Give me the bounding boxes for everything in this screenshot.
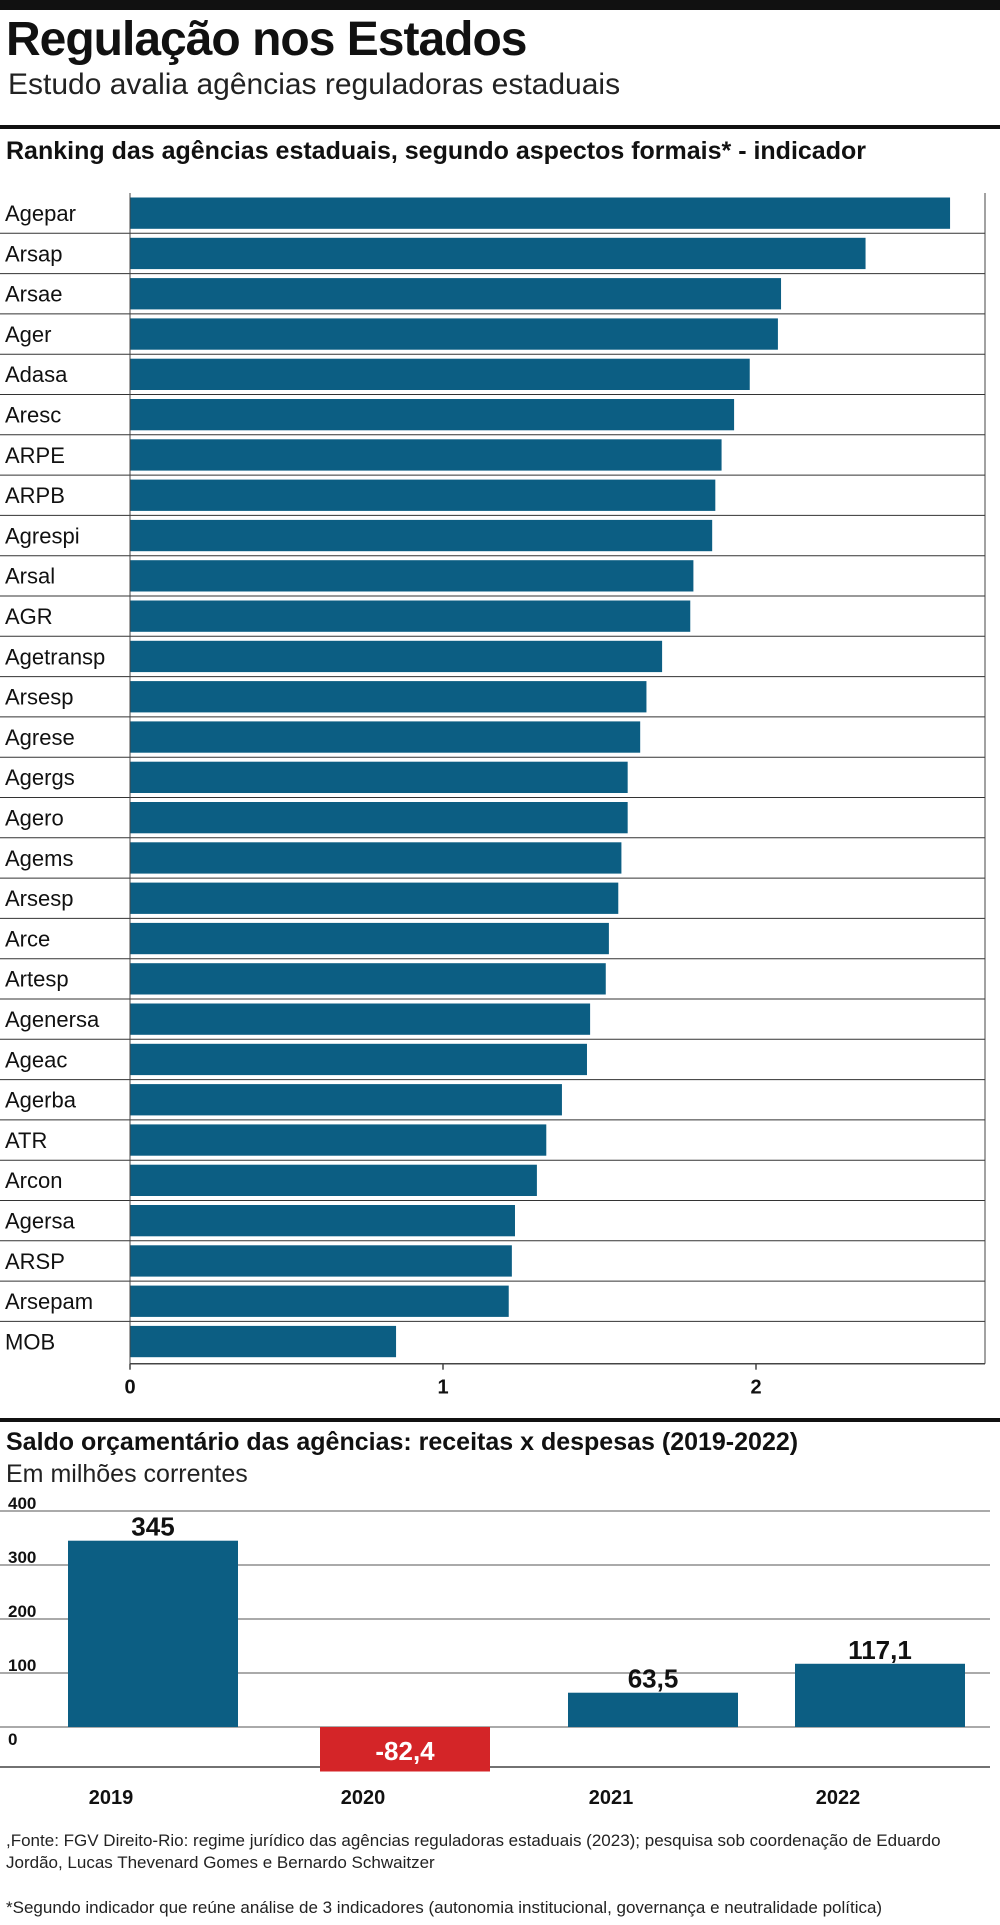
category-label: Agergs [5,765,75,790]
budget-chart: 400 300 200 100 0 345 2019 -82,4 2020 63,5 2021 117… [0,1495,990,1809]
bar [130,318,778,350]
x-category-label: 2020 [341,1787,386,1809]
bar [130,399,735,431]
bar [130,640,663,673]
value-label: 63,5 [628,1664,679,1694]
bar [130,560,694,592]
value-label: 117,1 [848,1635,912,1665]
category-label: Arsepam [5,1289,93,1314]
bar [130,479,716,511]
y-tick-label: 200 [8,1602,36,1621]
bar [130,358,750,390]
category-label: ARPB [5,483,65,508]
value-label: -82,4 [375,1736,435,1766]
category-label: Aresc [5,403,61,428]
category-label: Ageac [5,1047,67,1072]
x-category-label: 2021 [589,1787,634,1809]
bar [130,681,647,713]
bar [130,1325,397,1358]
y-tick-label: 100 [8,1656,36,1675]
value-label: 345 [131,1512,174,1542]
category-label: Arsal [5,564,55,589]
bar [130,1084,562,1116]
x-tick-label: 0 [124,1377,135,1399]
bar [795,1663,965,1727]
bar [130,963,606,995]
category-label: Arce [5,926,50,951]
category-label: Arsap [5,241,62,266]
y-tick-label: 300 [8,1548,36,1567]
category-label: Agenersa [5,1007,100,1032]
category-label: Agems [5,846,73,871]
bar [130,1043,587,1076]
category-label: AGR [5,604,53,629]
bar [568,1692,738,1727]
bar [130,278,782,310]
x-tick-label: 2 [750,1377,761,1399]
bar [130,197,951,229]
budget-chart-title: Saldo orçamentário das agências: receita… [6,1428,799,1456]
category-label: Ager [5,322,51,347]
y-tick-label: 400 [8,1495,36,1513]
bar [130,721,641,753]
page-title: Regulação nos Estados [6,13,527,66]
bar [130,842,622,874]
source-note: ,Fonte: FGV Direito-Rio: regime jurídico… [6,1831,941,1872]
bar [130,1003,591,1035]
top-rule [0,0,1000,10]
bar [130,882,619,914]
category-label: ATR [5,1128,47,1153]
category-label: Adasa [5,362,68,387]
x-category-label: 2019 [89,1787,134,1809]
bar [130,519,713,552]
category-label: Agetransp [5,644,105,669]
category-label: Agrese [5,725,75,750]
category-label: Artesp [5,967,69,992]
category-label: Agero [5,806,64,831]
category-label: ARSP [5,1249,65,1274]
footnote: *Segundo indicador que reúne análise de … [6,1898,883,1917]
category-label: Arcon [5,1168,62,1193]
category-label: ARPE [5,443,65,468]
bar [130,439,722,471]
bar [68,1540,238,1727]
bar [130,1124,547,1156]
bar [130,237,866,270]
category-label: Agerba [5,1088,77,1113]
category-label: Agersa [5,1209,75,1234]
y-tick-label: 0 [8,1730,17,1749]
page-subtitle: Estudo avalia agências reguladoras estad… [8,68,621,101]
budget-chart-subtitle: Em milhões correntes [6,1460,248,1488]
category-label: Arsae [5,282,62,307]
bar [130,761,628,793]
bar [130,1285,509,1317]
category-label: Agepar [5,201,76,226]
bar [130,600,691,632]
x-category-label: 2022 [816,1787,861,1809]
category-label: Arsesp [5,685,73,710]
bar [130,922,609,955]
ranking-chart-title: Ranking das agências estaduais, segundo … [6,137,866,165]
category-label: Arsesp [5,886,73,911]
x-tick-label: 1 [437,1377,448,1399]
category-label: Agrespi [5,523,80,548]
bar [130,1164,537,1196]
bar [320,1727,490,1772]
bar [130,1205,515,1237]
section-rule-budget [0,1418,1000,1422]
bar [130,1245,512,1277]
bar [130,802,628,834]
section-rule-ranking [0,125,1000,129]
category-label: MOB [5,1329,55,1354]
ranking-chart: Agepar Arsap Arsae Ager Adasa Aresc ARPE ARPB Ag… [0,193,986,1399]
